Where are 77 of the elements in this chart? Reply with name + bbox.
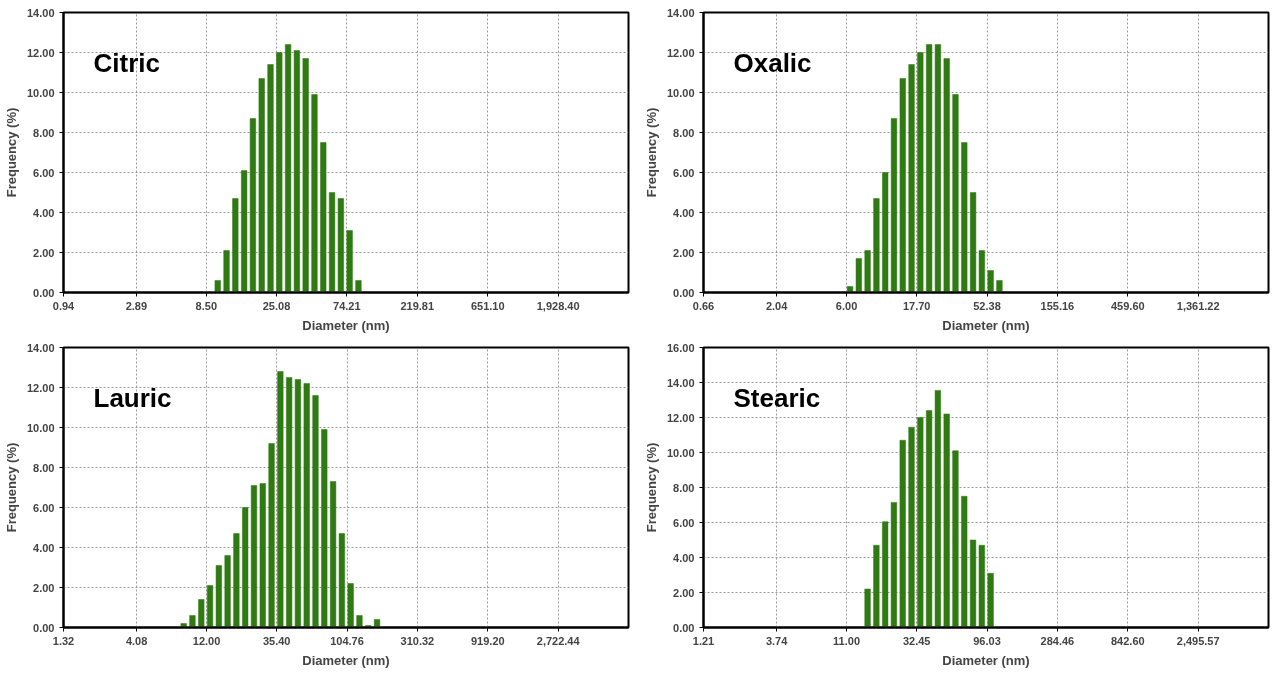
x-tick-label: 1.32 <box>52 634 75 647</box>
x-tick-label: 0.66 <box>692 299 715 312</box>
y-tick-label: 14.00 <box>26 341 55 354</box>
x-axis-title: Diameter (nm) <box>942 652 1030 668</box>
y-tick-label: 4.00 <box>673 551 695 564</box>
x-tick-label: 74.21 <box>333 299 361 312</box>
y-tick-label: 2.00 <box>33 246 55 259</box>
y-tick-label: 4.00 <box>33 206 55 219</box>
text: Stearic <box>733 382 821 413</box>
x-tick-label: 219.81 <box>400 299 435 312</box>
x-tick-label: 35.40 <box>262 634 291 647</box>
x-tick-label: 2.89 <box>125 299 148 312</box>
y-tick-label: 8.00 <box>673 126 695 139</box>
x-axis-title: Diameter (nm) <box>942 317 1030 333</box>
x-tick-label: 459.60 <box>1110 299 1145 312</box>
y-tick-label: 12.00 <box>26 381 55 394</box>
y-axis-title: Frequency (%) <box>3 107 19 198</box>
y-axis-title: Frequency (%) <box>643 107 659 198</box>
x-tick-label: 8.50 <box>195 299 218 312</box>
y-tick-label: 2.00 <box>673 246 695 259</box>
y-tick-label: 12.00 <box>666 411 695 424</box>
y-tick-label: 8.00 <box>33 461 55 474</box>
x-tick-label: 284.46 <box>1040 634 1075 647</box>
y-tick-label: 12.00 <box>26 46 55 59</box>
text: Lauric <box>93 382 172 413</box>
y-tick-label: 4.00 <box>33 541 55 554</box>
x-tick-label: 25.08 <box>262 299 291 312</box>
y-tick-label: 12.00 <box>666 46 695 59</box>
y-tick-label: 14.00 <box>666 376 695 389</box>
y-tick-label: 8.00 <box>673 481 695 494</box>
x-tick-label: 1,361.22 <box>1176 299 1220 312</box>
x-tick-label: 4.08 <box>125 634 148 647</box>
x-tick-label: 0.94 <box>52 299 76 312</box>
y-axis-title: Frequency (%) <box>643 442 659 533</box>
x-tick-label: 919.20 <box>470 634 505 647</box>
text: Oxalic <box>733 47 812 78</box>
x-tick-label: 6.00 <box>835 299 858 312</box>
y-tick-label: 0.00 <box>33 621 55 634</box>
y-tick-label: 10.00 <box>26 86 55 99</box>
x-tick-label: 651.10 <box>470 299 505 312</box>
y-tick-label: 10.00 <box>666 86 695 99</box>
y-tick-label: 6.00 <box>33 501 55 514</box>
y-axis-title: Frequency (%) <box>3 442 19 533</box>
y-tick-label: 2.00 <box>673 586 695 599</box>
y-tick-label: 6.00 <box>673 166 695 179</box>
y-tick-label: 0.00 <box>673 286 695 299</box>
text: Citric <box>93 47 160 78</box>
x-tick-label: 1,928.40 <box>536 299 580 312</box>
x-tick-label: 3.74 <box>765 634 789 647</box>
x-tick-label: 2,722.44 <box>536 634 581 647</box>
y-tick-label: 2.00 <box>33 581 55 594</box>
x-tick-label: 11.00 <box>833 634 861 647</box>
x-tick-label: 32.45 <box>902 634 931 647</box>
x-tick-label: 17.70 <box>902 299 931 312</box>
y-tick-label: 0.00 <box>33 286 55 299</box>
x-tick-label: 2,495.57 <box>1176 634 1220 647</box>
y-tick-label: 10.00 <box>666 446 695 459</box>
y-tick-label: 8.00 <box>33 126 55 139</box>
x-tick-label: 155.16 <box>1040 299 1075 312</box>
x-tick-label: 2.04 <box>765 299 789 312</box>
x-tick-label: 1.21 <box>692 634 715 647</box>
y-tick-label: 6.00 <box>33 166 55 179</box>
y-tick-label: 16.00 <box>666 341 695 354</box>
y-tick-label: 6.00 <box>673 516 695 529</box>
x-tick-label: 96.03 <box>973 634 1001 647</box>
x-tick-label: 104.76 <box>330 634 364 647</box>
x-tick-label: 842.60 <box>1110 634 1145 647</box>
y-tick-label: 4.00 <box>673 206 695 219</box>
y-tick-label: 10.00 <box>26 421 55 434</box>
y-tick-label: 14.00 <box>666 6 695 19</box>
y-tick-label: 14.00 <box>26 6 55 19</box>
x-tick-label: 12.00 <box>192 634 221 647</box>
x-axis-title: Diameter (nm) <box>302 652 390 668</box>
x-tick-label: 52.38 <box>973 299 1001 312</box>
x-axis-title: Diameter (nm) <box>302 317 390 333</box>
y-tick-label: 0.00 <box>673 621 695 634</box>
x-tick-label: 310.32 <box>400 634 435 647</box>
